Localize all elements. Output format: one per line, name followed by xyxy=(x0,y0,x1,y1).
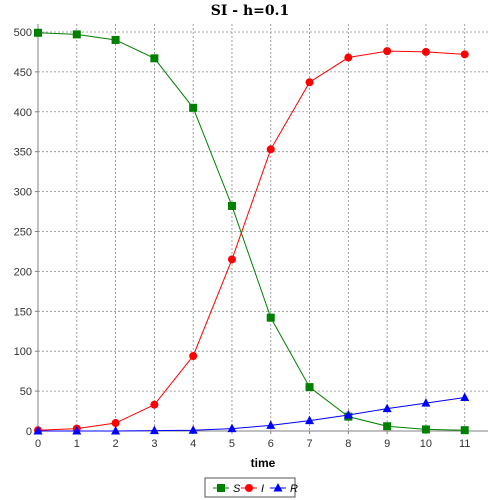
x-tick-label: 10 xyxy=(420,438,432,450)
x-tick-label: 8 xyxy=(345,438,351,450)
series-s-point xyxy=(111,35,120,44)
series-s-line xyxy=(37,32,465,431)
series-i-point xyxy=(227,255,236,264)
series-r-point xyxy=(149,425,159,435)
y-tick-label: 500 xyxy=(14,27,32,39)
x-tick-label: 2 xyxy=(113,438,119,450)
series-i-point xyxy=(421,47,430,56)
series-i-point xyxy=(150,400,159,409)
series-i-point xyxy=(344,53,353,62)
series-r-point xyxy=(227,423,237,433)
series-r-point xyxy=(343,410,353,419)
series-r-point xyxy=(72,426,82,435)
series-i-line xyxy=(37,50,465,431)
series-s-point xyxy=(189,103,198,112)
x-tick-label: 4 xyxy=(190,438,196,450)
series-s-point xyxy=(305,383,314,392)
x-tick-label: 3 xyxy=(151,438,157,450)
series-s-point xyxy=(460,426,469,435)
y-tick-label: 150 xyxy=(14,306,32,318)
x-tick-label: 9 xyxy=(384,438,390,450)
legend-marker-r xyxy=(273,483,283,492)
plot-area xyxy=(38,24,488,431)
y-tick-label: 100 xyxy=(14,346,32,358)
legend-label-s: S xyxy=(233,483,241,495)
grid xyxy=(38,24,488,431)
legend-label-i: I xyxy=(261,483,264,495)
series-i-point xyxy=(111,419,120,428)
series-s-point xyxy=(150,54,159,63)
series-r-point xyxy=(460,392,470,401)
series-s-point xyxy=(383,422,392,431)
series xyxy=(33,28,470,435)
series-i-point xyxy=(266,145,275,154)
y-tick-label: 250 xyxy=(14,226,32,238)
y-tick-label: 0 xyxy=(26,426,32,438)
series-r-point xyxy=(421,398,431,407)
x-tick-label: 0 xyxy=(35,438,41,450)
legend-marker-i xyxy=(245,484,253,492)
x-tick-label: 7 xyxy=(306,438,312,450)
x-axis-title: time xyxy=(251,456,276,470)
series-r-point xyxy=(111,426,121,435)
series-r-point xyxy=(382,403,392,413)
series-r xyxy=(33,392,470,435)
series-r-point xyxy=(188,425,198,434)
series-s-point xyxy=(421,425,430,434)
series-i-point xyxy=(383,47,392,56)
series-r-point xyxy=(305,415,315,425)
series-s-point xyxy=(227,201,236,210)
series-s-point xyxy=(266,313,275,322)
chart-title: SI - h=0.1 xyxy=(210,3,290,19)
x-tick-label: 11 xyxy=(459,438,470,450)
legend-label-r: R xyxy=(290,483,298,495)
y-tick-label: 300 xyxy=(14,187,32,199)
series-s-point xyxy=(72,30,81,39)
y-tick-label: 50 xyxy=(20,386,32,398)
axes: 0 1 2 3 4 5 6 7 8 9 10 11 0 50 100 150 200 250 300 350 400 45… xyxy=(14,24,488,450)
series-i-point xyxy=(189,351,198,360)
series-r-point xyxy=(33,426,43,435)
x-tick-label: 1 xyxy=(74,438,80,450)
series-r-line xyxy=(38,396,465,432)
y-tick-label: 450 xyxy=(14,67,32,79)
series-i-point xyxy=(305,78,314,87)
x-tick-label: 6 xyxy=(268,438,274,450)
y-tick-label: 400 xyxy=(14,107,32,119)
series-i-point xyxy=(460,50,469,59)
legend-marker-s xyxy=(217,484,225,492)
series-s-point xyxy=(34,28,42,37)
series-r-point xyxy=(266,420,276,429)
y-tick-label: 350 xyxy=(14,147,32,159)
y-tick-label: 200 xyxy=(14,266,32,278)
x-tick-label: 5 xyxy=(229,438,235,450)
